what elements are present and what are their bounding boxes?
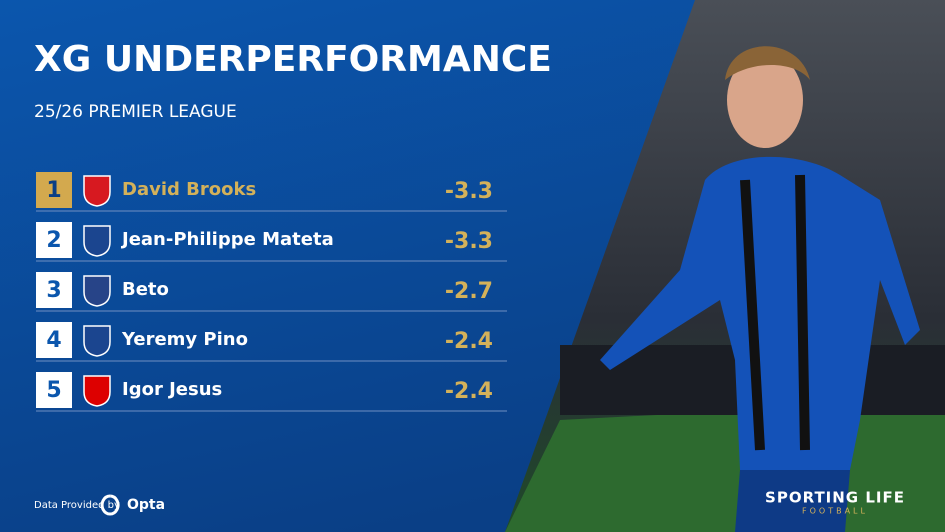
rank: 3 — [46, 278, 61, 303]
rank-box — [36, 172, 72, 208]
brand: SPORTING LIFE — [765, 489, 905, 507]
club-badge — [83, 275, 111, 307]
club-badge — [83, 175, 111, 207]
player: Yeremy Pino — [121, 329, 248, 350]
photo — [505, 0, 945, 532]
player: Igor Jesus — [122, 379, 222, 400]
rank: 1 — [46, 178, 61, 203]
value: -3.3 — [445, 229, 493, 254]
club-badge — [83, 325, 111, 357]
value: -2.4 — [445, 379, 493, 404]
provider: Opta — [127, 497, 165, 513]
player: Jean-Philippe Mateta — [120, 229, 334, 250]
brand-sub: FOOTBALL — [802, 507, 868, 516]
rank: 4 — [46, 328, 61, 353]
player: Beto — [122, 279, 169, 300]
club-badge — [83, 225, 111, 257]
title: XG UNDERPERFORMANCE — [34, 39, 552, 80]
rank: 5 — [46, 378, 61, 403]
rank-box — [36, 272, 72, 308]
rank-box — [36, 322, 72, 358]
value: -2.7 — [445, 279, 493, 304]
value: -2.4 — [445, 329, 493, 354]
player: David Brooks — [122, 179, 256, 200]
rank-box — [36, 222, 72, 258]
table: 1 David Brooks -3.3 2 Jean-Philippe Mateta -3… — [36, 172, 507, 412]
club-badge — [83, 375, 111, 407]
rank-box — [36, 372, 72, 408]
credit: Data Provided by — [34, 500, 120, 511]
opta-logo — [100, 494, 120, 516]
subtitle: 25/26 PREMIER LEAGUE — [34, 102, 237, 122]
value: -3.3 — [445, 179, 493, 204]
rank: 2 — [46, 228, 61, 253]
